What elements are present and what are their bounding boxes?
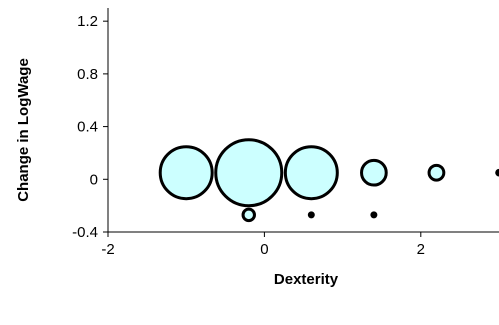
bubble-point (158, 145, 214, 201)
bubbles (158, 138, 499, 223)
bubble-point (370, 211, 378, 219)
bubble-point (307, 211, 315, 219)
bubble-point (495, 168, 499, 177)
x-tick-label: -2 (101, 241, 114, 258)
x-axis-label: Dexterity (274, 271, 339, 288)
bubble-point (427, 163, 446, 182)
y-tick-label: 0.4 (77, 119, 98, 136)
y-tick-label: 0.8 (77, 66, 98, 83)
bubble-point (360, 158, 388, 187)
x-tick-label: 2 (417, 241, 425, 258)
axes (103, 8, 499, 237)
y-axis-label: Change in LogWage (15, 58, 32, 202)
y-tick-label: -0.4 (72, 224, 98, 241)
bubble-point (283, 145, 339, 201)
tick-labels: -0.4 0 0.4 0.8 1.2 -2 0 2 (72, 13, 425, 258)
x-tick-label: 0 (260, 241, 268, 258)
y-tick-label: 1.2 (77, 13, 98, 30)
bubble-point (241, 207, 256, 223)
y-tick-label: 0 (90, 171, 98, 188)
bubble-point (214, 138, 284, 208)
